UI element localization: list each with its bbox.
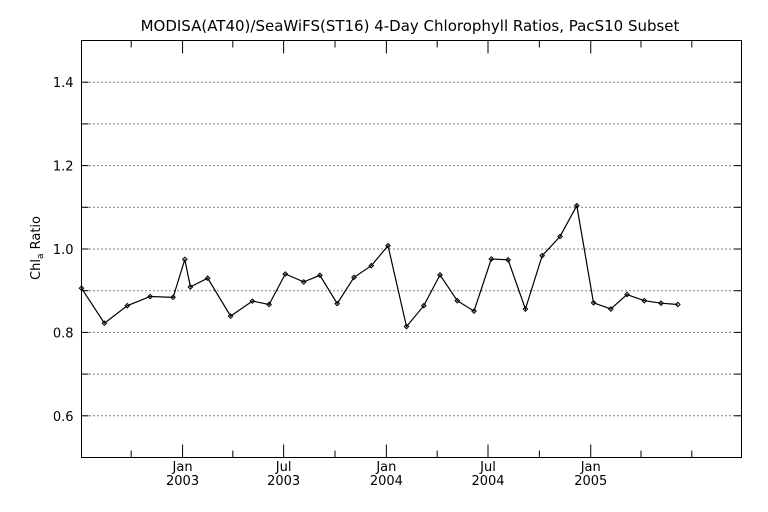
data-point [204, 275, 211, 282]
data-point [505, 256, 512, 263]
data-point [420, 302, 427, 309]
plot-frame [81, 40, 742, 458]
data-point [282, 271, 289, 277]
data-point [351, 274, 357, 281]
y-axis-label-tail: Ratio [29, 216, 44, 254]
data-point [641, 297, 648, 304]
data-point [334, 300, 341, 307]
data-point [454, 297, 461, 304]
data-point [187, 284, 194, 290]
y-axis-label-main: Chl [29, 259, 44, 280]
y-tick-label: 0.8 [53, 326, 74, 341]
x-tick-label-month: Jan [172, 460, 193, 475]
data-point [437, 271, 443, 278]
data-point [557, 233, 563, 240]
data-point [674, 301, 681, 308]
data-point [170, 294, 176, 301]
x-tick-label-year: 2004 [370, 474, 403, 489]
axis-ticks [81, 40, 742, 458]
x-tick-label-year: 2003 [166, 474, 199, 489]
data-point [368, 262, 375, 269]
data-point [403, 323, 410, 330]
y-axis-label: Chla Ratio [29, 216, 46, 280]
data-point [471, 308, 477, 315]
data-point [624, 291, 630, 298]
data-point [573, 202, 580, 209]
data-point [522, 306, 529, 312]
x-tick-label-month: Jul [275, 460, 292, 475]
chart-title: MODISA(AT40)/SeaWiFS(ST16) 4-Day Chlorop… [141, 17, 680, 35]
data-point [147, 293, 154, 300]
x-tick-label-month: Jan [375, 460, 396, 475]
data-point [227, 313, 234, 320]
data-point [181, 256, 188, 263]
data-point [124, 302, 131, 309]
data-point [317, 272, 323, 279]
gridlines [81, 81, 742, 417]
y-tick-labels: 0.6 0.8 1.0 1.2 1.4 [53, 76, 74, 425]
series-group [78, 202, 681, 330]
data-point [385, 242, 391, 249]
y-tick-label: 1.2 [53, 160, 74, 175]
x-tick-label-year: 2003 [267, 474, 300, 489]
y-tick-label: 0.6 [53, 410, 74, 425]
y-axis-label-subscript: a [36, 254, 46, 260]
data-point [300, 279, 307, 285]
data-point [539, 252, 546, 259]
series-line [80, 203, 678, 328]
x-tick-label-month: Jul [479, 460, 496, 475]
data-point [607, 306, 614, 312]
data-point [658, 300, 665, 307]
data-point [266, 301, 273, 308]
data-point [590, 299, 597, 306]
data-point [488, 256, 495, 262]
x-tick-label-month: Jan [580, 460, 601, 475]
x-tick-label-year: 2004 [471, 474, 504, 489]
x-tick-label-year: 2005 [574, 474, 607, 489]
y-tick-label: 1.0 [53, 243, 74, 258]
data-point [249, 298, 256, 305]
y-tick-label: 1.4 [53, 76, 74, 91]
data-point [101, 320, 108, 327]
